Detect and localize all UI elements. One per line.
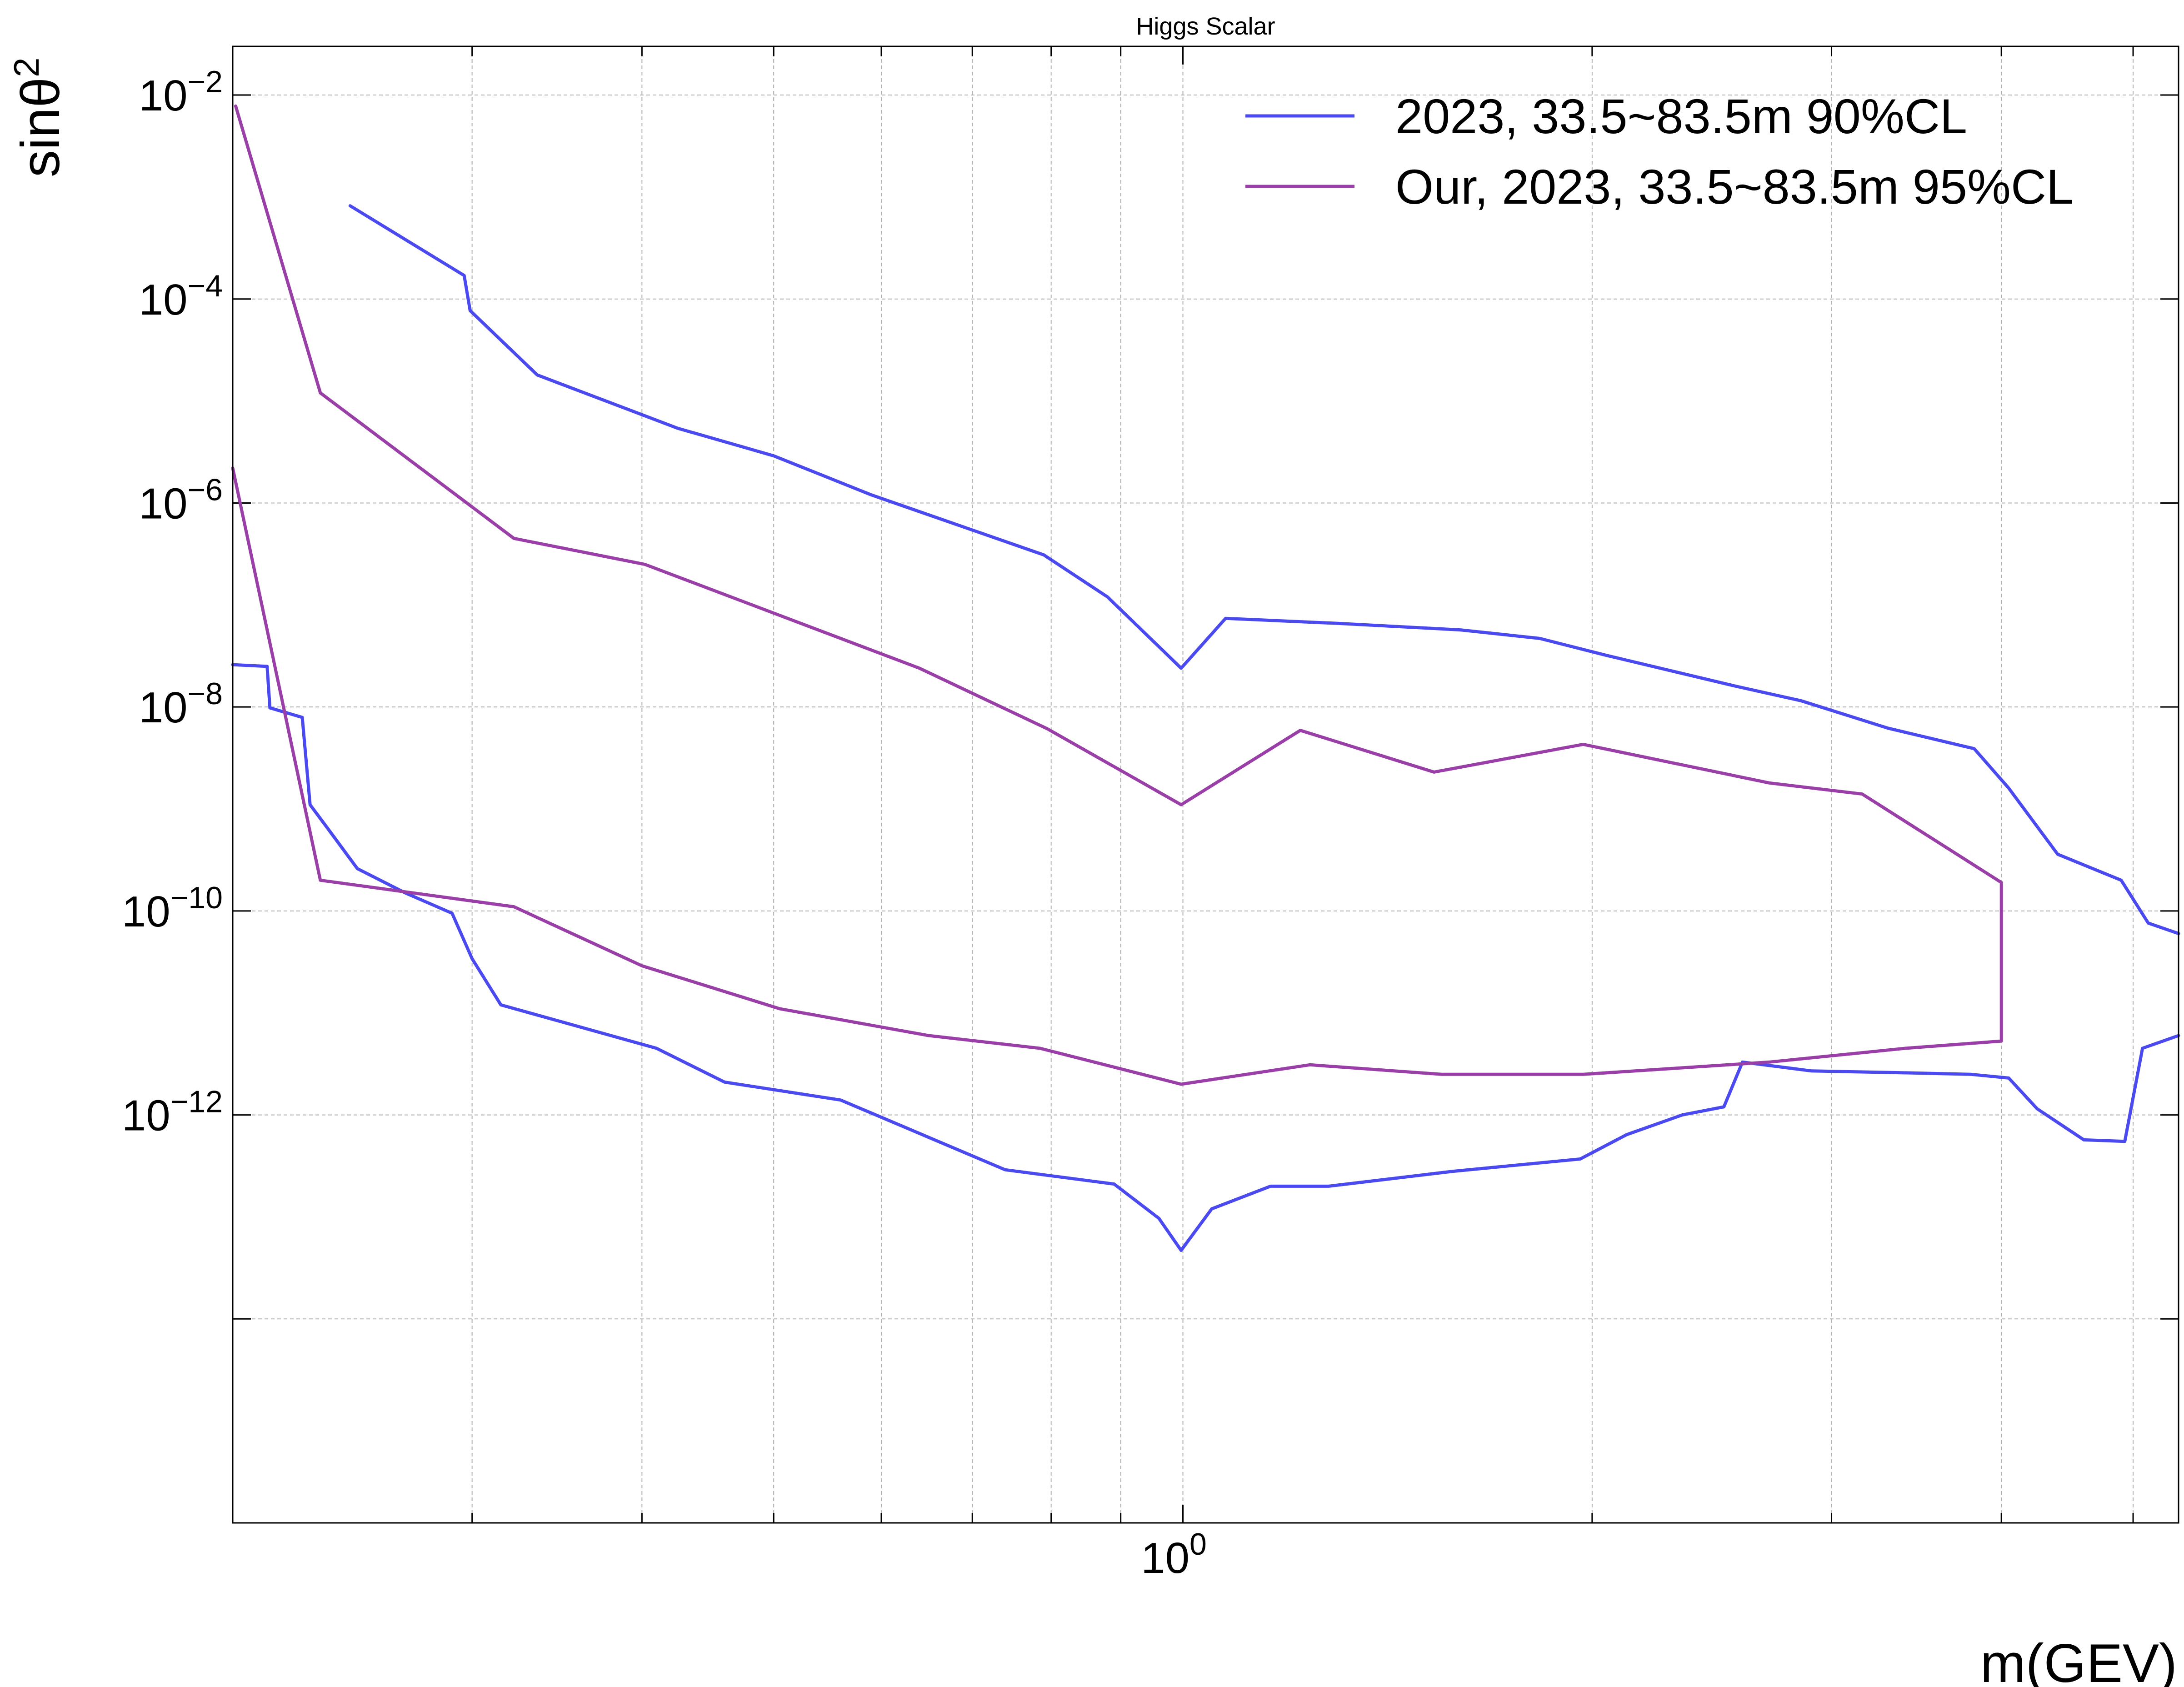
y-tick-label: 10−2 <box>139 65 223 120</box>
y-tick-label-base: 10 <box>122 1091 170 1140</box>
x-tick-label-exponent: 0 <box>1189 1527 1207 1562</box>
series-1-line <box>348 204 2180 936</box>
grid <box>232 46 2179 1523</box>
y-tick-label-exponent: −2 <box>187 65 223 99</box>
y-tick-label: 10−4 <box>139 269 223 324</box>
axis-ticks <box>232 46 2179 1524</box>
y-tick-label-base: 10 <box>122 887 170 936</box>
y-axis-title-base: sinθ <box>10 77 71 177</box>
legend: 2023, 33.5~83.5m 90%CL Our, 2023, 33.5~83… <box>1245 89 2074 214</box>
y-tick-label-base: 10 <box>139 479 188 528</box>
y-tick-label: 10−8 <box>139 676 223 732</box>
plot-frame <box>232 45 2179 1524</box>
y-tick-label-exponent: −8 <box>187 676 223 711</box>
y-tick-label-exponent: −10 <box>170 881 223 915</box>
y-tick-label-exponent: −12 <box>170 1085 223 1119</box>
x-axis-title: m(GEV) <box>1980 1633 2177 1687</box>
series-2-line <box>231 104 2003 1086</box>
legend-label: 2023, 33.5~83.5m 90%CL <box>1395 89 1967 144</box>
y-axis-title-superscript: 2 <box>6 57 46 77</box>
x-tick-label: 100 <box>1141 1527 1207 1582</box>
legend-label: Our, 2023, 33.5~83.5m 95%CL <box>1395 159 2074 214</box>
y-tick-label-base: 10 <box>139 275 188 324</box>
chart-title: Higgs Scalar <box>1136 13 1275 40</box>
y-tick-label-exponent: −6 <box>187 472 223 507</box>
series-lines <box>231 104 2180 1252</box>
y-tick-label: 10−10 <box>122 881 223 936</box>
y-tick-label-base: 10 <box>139 683 188 732</box>
x-tick-label-base: 10 <box>1141 1534 1189 1582</box>
y-tick-label: 10−12 <box>122 1085 223 1140</box>
y-tick-label-base: 10 <box>139 71 188 120</box>
y-tick-label-exponent: −4 <box>187 269 223 303</box>
y-axis-title: sinθ2 <box>6 57 71 177</box>
y-tick-label: 10−6 <box>139 472 223 528</box>
series-1-line <box>231 663 2180 1252</box>
